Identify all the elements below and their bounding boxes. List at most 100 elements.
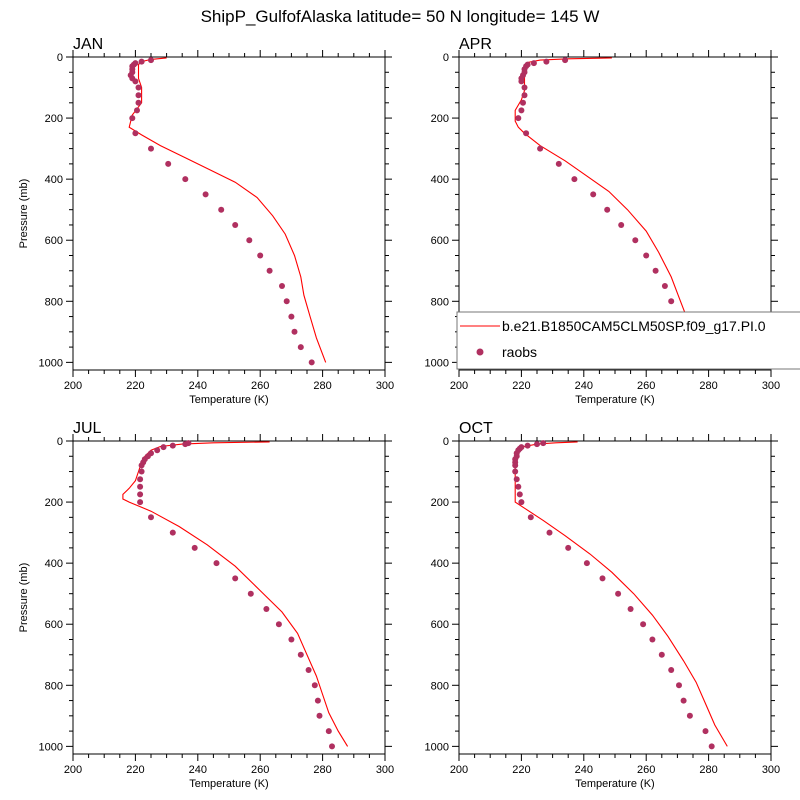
x-tick-label: 300 — [762, 764, 780, 776]
obs-point — [138, 468, 145, 475]
obs-point — [604, 206, 611, 213]
x-tick-label: 300 — [376, 764, 394, 776]
obs-point — [148, 514, 154, 521]
y-tick-label: 200 — [431, 113, 449, 125]
obs-point — [202, 191, 209, 198]
legend: b.e21.B1850CAM5CLM50SP.f09_g17.PI.0 raob… — [456, 311, 800, 370]
obs-point — [213, 560, 220, 567]
y-tick-label: 800 — [45, 296, 63, 308]
obs-point — [527, 514, 534, 521]
obs-point — [288, 636, 295, 643]
plot-frame — [458, 440, 772, 755]
y-tick-label: 600 — [45, 235, 63, 247]
y-tick-label: 0 — [443, 52, 449, 64]
plot-frame — [72, 440, 386, 755]
obs-point — [530, 60, 537, 67]
y-tick-label: 1000 — [425, 741, 449, 753]
obs-point — [182, 441, 189, 448]
y-tick-label: 200 — [45, 497, 63, 509]
obs-point — [518, 107, 525, 114]
x-axis-title: Temperature (K) — [575, 394, 654, 406]
obs-point — [308, 359, 315, 366]
obs-point — [138, 462, 145, 469]
panel-jul: 200 220 240 260 280 300 0 200 400 600 800 1000 Tempe… — [18, 420, 394, 790]
obs-point — [562, 57, 569, 64]
x-tick-label: 280 — [313, 764, 331, 776]
obs-point — [132, 78, 139, 85]
obs-point — [191, 544, 198, 551]
y-tick-label: 800 — [431, 680, 449, 692]
obs-point — [540, 440, 547, 447]
obs-point — [518, 499, 525, 506]
obs-point — [137, 499, 144, 506]
obs-point — [668, 298, 675, 305]
obs-point — [661, 283, 668, 289]
obs-point — [565, 544, 572, 551]
x-tick-label: 300 — [376, 380, 394, 392]
x-tick-label: 200 — [64, 764, 82, 776]
x-tick-label: 200 — [64, 380, 82, 392]
x-tick-label: 240 — [575, 380, 593, 392]
panel-title: APR — [459, 36, 492, 53]
x-tick-label: 240 — [189, 764, 207, 776]
obs-point — [680, 697, 687, 704]
x-tick-label: 280 — [699, 380, 717, 392]
y-tick-label: 600 — [431, 619, 449, 631]
obs-point — [668, 667, 675, 673]
obs-point — [148, 145, 154, 152]
obs-point — [521, 92, 528, 99]
obs-point — [627, 606, 634, 612]
x-tick-label: 280 — [313, 380, 331, 392]
obs-point — [702, 728, 709, 735]
y-tick-label: 400 — [431, 558, 449, 570]
obs-point — [129, 115, 136, 122]
legend-obs-label: raobs — [502, 344, 537, 360]
obs-point — [316, 712, 323, 719]
obs-point — [135, 92, 142, 99]
x-axis-title: Temperature (K) — [189, 394, 268, 406]
y-tick-label: 400 — [45, 174, 63, 186]
obs-point — [232, 575, 239, 582]
y-tick-label: 1000 — [39, 357, 63, 369]
obs-point — [649, 636, 656, 643]
obs-point — [708, 743, 715, 750]
obs-point — [512, 462, 519, 469]
obs-point — [555, 160, 562, 167]
obs-point — [138, 58, 145, 65]
obs-point — [160, 444, 167, 451]
panel-title: OCT — [459, 420, 493, 437]
legend-box — [456, 311, 800, 370]
obs-point — [537, 145, 544, 152]
obs-point — [632, 237, 639, 244]
y-tick-label: 400 — [45, 558, 63, 570]
panel-oct: 200 220 240 260 280 300 0 200 400 600 800 1000 Tempe… — [425, 420, 781, 790]
obs-point — [137, 491, 144, 498]
obs-point — [590, 191, 597, 198]
y-tick-label: 400 — [431, 174, 449, 186]
legend-obs-marker — [476, 348, 484, 356]
model-profile-line — [514, 441, 728, 747]
obs-point — [135, 84, 142, 91]
x-tick-label: 260 — [251, 764, 269, 776]
obs-point — [618, 222, 625, 228]
obs-point — [218, 206, 225, 213]
obs-point — [676, 682, 682, 689]
obs-point — [583, 560, 590, 567]
y-tick-label: 1000 — [39, 741, 63, 753]
obs-point — [518, 78, 525, 85]
obs-point — [263, 606, 270, 612]
plot-frame — [72, 56, 386, 371]
obs-point — [165, 160, 172, 167]
y-tick-label: 600 — [45, 619, 63, 631]
obs-point — [546, 529, 553, 536]
obs-point — [543, 58, 550, 65]
obs-point — [615, 590, 622, 597]
x-tick-label: 260 — [251, 380, 269, 392]
obs-point — [137, 483, 144, 490]
y-tick-label: 0 — [57, 52, 63, 64]
obs-point — [658, 651, 665, 658]
obs-point — [643, 252, 650, 259]
obs-point — [524, 442, 531, 449]
model-profile-line — [122, 441, 349, 747]
obs-point — [257, 252, 264, 259]
